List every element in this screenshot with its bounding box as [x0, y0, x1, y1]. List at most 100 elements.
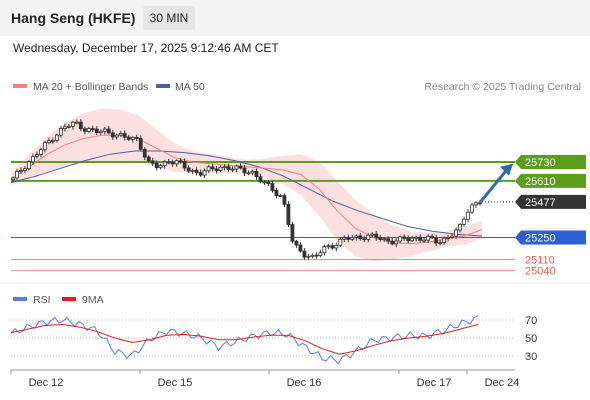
candle-body [98, 130, 103, 134]
candle-body [242, 167, 247, 174]
candle-body [186, 167, 191, 172]
x-axis: Dec 12 Dec 15 Dec 16 Dec 17 Dec 24 [10, 369, 520, 389]
candle [58, 126, 63, 138]
candle [98, 129, 103, 135]
candle-body [434, 237, 438, 244]
candle [194, 167, 199, 176]
candle-body [470, 204, 474, 213]
candle-body [86, 128, 91, 132]
candle-body [438, 242, 442, 245]
candle-body [39, 149, 43, 155]
candle-body [330, 245, 335, 249]
candle [286, 201, 291, 228]
candle [62, 123, 67, 132]
candle [11, 176, 15, 183]
x-axis-label: Dec 17 [417, 377, 452, 389]
candle-body [74, 121, 79, 124]
candle-body [134, 136, 139, 139]
candle-body [382, 238, 387, 241]
candle-body [31, 156, 35, 163]
candle [166, 158, 171, 165]
candle [94, 126, 99, 136]
forecast-arrow [479, 163, 513, 203]
candle-body [174, 160, 179, 165]
candle-body [342, 237, 347, 240]
level-label: 25040 [525, 266, 556, 278]
candle [146, 155, 151, 163]
candle-body [66, 125, 71, 128]
level-label: 25610 [515, 173, 586, 188]
ma20-line [10, 134, 483, 245]
candle-body [266, 181, 271, 185]
candle [414, 235, 419, 242]
candle-body [146, 156, 151, 162]
x-axis-label: Dec 12 [29, 377, 64, 389]
candle [23, 166, 27, 174]
candle [162, 159, 167, 169]
candle-body [218, 166, 223, 171]
candle-body [370, 233, 375, 236]
x-axis-label: Dec 15 [158, 377, 193, 389]
candle [422, 237, 427, 243]
candle-body [358, 235, 363, 240]
candle-body [398, 236, 403, 242]
candle [130, 135, 135, 143]
candle-body [306, 255, 311, 258]
candle [118, 130, 123, 138]
candle [174, 159, 179, 167]
candle [362, 235, 367, 243]
candle-body [94, 128, 99, 134]
candle-body [362, 238, 367, 241]
candle-body [90, 128, 95, 130]
candle [454, 227, 458, 240]
candle-body [106, 128, 111, 134]
candle-body [390, 240, 395, 245]
candle [78, 119, 83, 132]
candle [474, 201, 478, 208]
candle-body [234, 165, 239, 170]
candle [442, 236, 446, 245]
candle-body [110, 132, 115, 138]
level-label-badge [515, 173, 586, 188]
x-axis-label: Dec 16 [287, 377, 322, 389]
candle [386, 236, 391, 245]
candles [11, 119, 482, 261]
legend: MA 20 + Bollinger Bands MA 50 Research ©… [13, 81, 581, 93]
candle-body [302, 250, 307, 258]
candle [47, 137, 51, 145]
ma50-legend-swatch [156, 84, 170, 88]
candle [246, 170, 251, 176]
candle [378, 234, 383, 242]
candle-body [334, 244, 339, 249]
rsi-scale-label: 30 [525, 351, 537, 363]
candle-body [170, 161, 175, 165]
candle-body [410, 237, 415, 241]
candle [470, 202, 474, 214]
candle [202, 168, 207, 179]
price-levels [11, 161, 515, 272]
candle [398, 235, 403, 244]
rsi-legend-swatch [13, 297, 27, 301]
level-label-badge [515, 155, 586, 170]
x-axis-label: Dec 24 [485, 377, 520, 389]
candle [282, 193, 287, 208]
candle [55, 133, 59, 143]
candle-body [58, 128, 63, 136]
timeframe-badge[interactable]: 30 MIN [143, 6, 195, 30]
candle-body [394, 240, 399, 245]
candle-body [286, 203, 291, 225]
candle [31, 153, 35, 166]
candle [154, 160, 159, 171]
candle-body [202, 170, 207, 176]
candle [342, 235, 347, 243]
candle-body [238, 165, 243, 169]
candle [226, 163, 231, 172]
candle-body [322, 246, 327, 254]
candle [278, 193, 283, 198]
candle-body [230, 168, 235, 171]
candle [446, 235, 450, 242]
candle [238, 163, 243, 170]
candle-body [47, 140, 51, 144]
candle-body [326, 245, 331, 248]
